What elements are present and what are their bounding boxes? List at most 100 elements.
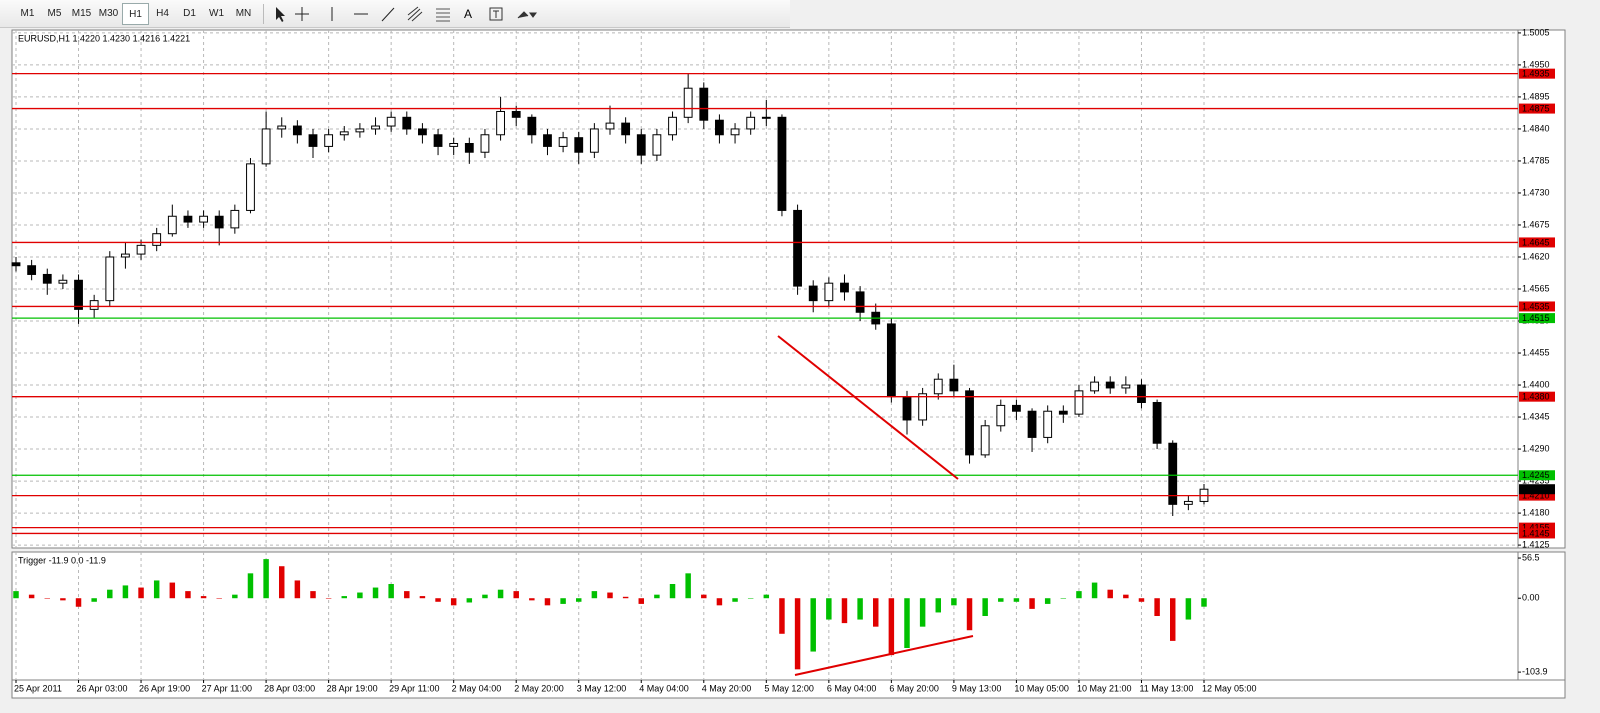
- y-tick-label: 56.5: [1522, 552, 1540, 562]
- indicator-panel: [11, 551, 1519, 681]
- level-label-box: [1519, 237, 1555, 248]
- timeframe-button[interactable]: H4: [156, 7, 169, 19]
- y-tick-label: 1.4345: [1522, 411, 1550, 421]
- candle-body: [308, 134, 318, 147]
- candle-body: [355, 128, 365, 133]
- level-label-box: [1519, 103, 1555, 114]
- timeframe-button[interactable]: D1: [183, 7, 196, 19]
- shapes-tool[interactable]: [517, 10, 537, 18]
- candle-body: [11, 262, 21, 267]
- candle-body: [230, 209, 240, 229]
- candle-body: [152, 233, 162, 246]
- histogram-bar: [91, 598, 97, 602]
- candle-body: [261, 128, 271, 165]
- tool-icons: A: [276, 6, 537, 22]
- candle-body: [621, 122, 631, 136]
- histogram-bar: [122, 585, 129, 599]
- histogram-bar: [716, 598, 723, 606]
- histogram-bar: [279, 566, 285, 599]
- candle-body: [605, 122, 615, 130]
- candle-body: [136, 244, 146, 255]
- y-tick-label: 1.4675: [1522, 219, 1550, 229]
- candle-body: [339, 131, 349, 136]
- histogram-bar: [325, 598, 332, 599]
- candle-body: [324, 134, 334, 147]
- level-label-box: [1519, 313, 1555, 324]
- timeframe-button[interactable]: M5: [47, 7, 62, 19]
- histogram-bar: [982, 598, 988, 616]
- histogram-bar: [622, 596, 629, 599]
- histogram-bar: [763, 594, 770, 599]
- histogram-bar: [576, 598, 582, 602]
- x-tick-label: 6 May 04:00: [827, 683, 877, 693]
- histogram-bar: [732, 598, 738, 602]
- x-tick-label: 4 May 04:00: [639, 683, 689, 693]
- histogram-bar: [701, 594, 707, 599]
- x-tick-label: 5 May 12:00: [764, 683, 814, 693]
- histogram-bar: [669, 584, 676, 599]
- candle-body: [715, 119, 724, 136]
- histogram-bar: [935, 598, 941, 613]
- candle-body: [1058, 410, 1068, 415]
- y-tick-label: 1.4785: [1522, 155, 1550, 165]
- channel-tool[interactable]: [407, 6, 423, 21]
- candle-body: [668, 116, 677, 136]
- candle-body: [1137, 384, 1146, 403]
- separator: [263, 3, 264, 24]
- candle-body: [761, 116, 771, 119]
- candle-body: [902, 396, 912, 421]
- y-tick-label: 1.4235: [1522, 475, 1550, 485]
- y-tick-label: 1.4950: [1522, 59, 1550, 69]
- histogram-bar: [341, 596, 347, 599]
- label-tool[interactable]: [489, 7, 503, 20]
- x-tick-label: 27 Apr 11:00: [202, 683, 252, 693]
- histogram-bar: [919, 598, 926, 627]
- y-tick-label: 1.4180: [1522, 507, 1550, 517]
- candle-body: [558, 137, 568, 147]
- candle-body: [105, 256, 115, 302]
- candle-body: [1121, 384, 1131, 389]
- candle-body: [402, 116, 412, 130]
- timeframe-button[interactable]: MN: [235, 7, 252, 19]
- candle-body: [652, 134, 662, 156]
- crosshair-tool[interactable]: [295, 6, 309, 21]
- histogram-bar: [1013, 598, 1020, 602]
- fibo-tool[interactable]: [436, 8, 450, 21]
- candle-body: [1074, 390, 1084, 415]
- candle-body: [996, 404, 1006, 427]
- timeframe-button[interactable]: M1: [20, 7, 35, 19]
- timeframe-button[interactable]: M30: [98, 7, 119, 19]
- y-tick-label: 1.4620: [1522, 251, 1550, 261]
- timeframe-button[interactable]: W1: [209, 7, 224, 19]
- histogram-bar: [482, 594, 488, 599]
- histogram-bar: [138, 587, 144, 599]
- histogram-bar: [1170, 598, 1176, 641]
- histogram-bar: [904, 598, 910, 648]
- level-label-box: [1519, 470, 1555, 481]
- last-price-box: [1519, 484, 1555, 495]
- chart-title: EURUSD,H1 1.4220 1.4230 1.4216 1.4221: [18, 33, 190, 43]
- candle-body: [699, 87, 709, 121]
- level-label-box: [1519, 490, 1555, 501]
- trendline-tool[interactable]: [381, 7, 395, 21]
- histogram-bar: [13, 591, 19, 599]
- timeframe-button[interactable]: H1: [122, 2, 149, 25]
- candle-body: [589, 128, 599, 153]
- x-tick-label: 6 May 20:00: [889, 683, 939, 693]
- histogram-bar: [60, 598, 66, 601]
- timeframe-button[interactable]: M15: [71, 7, 92, 19]
- cursor-tool[interactable]: [276, 6, 285, 22]
- y-tick-label: -103.9: [1522, 666, 1548, 676]
- histogram-bar: [1185, 598, 1192, 620]
- histogram-bar: [638, 598, 644, 604]
- x-tick-label: 4 May 20:00: [702, 683, 752, 693]
- histogram-bar: [263, 559, 269, 599]
- candle-body: [27, 265, 37, 275]
- histogram-bar: [998, 598, 1004, 602]
- text-tool[interactable]: A: [464, 7, 472, 21]
- histogram-bar: [1060, 598, 1067, 599]
- candle-body: [418, 128, 427, 136]
- candle-body: [183, 215, 193, 223]
- plot-layer: 1.5005 1.4950 1.4895 1.4840 1.4785 1.4730 1.46…: [11, 27, 1555, 693]
